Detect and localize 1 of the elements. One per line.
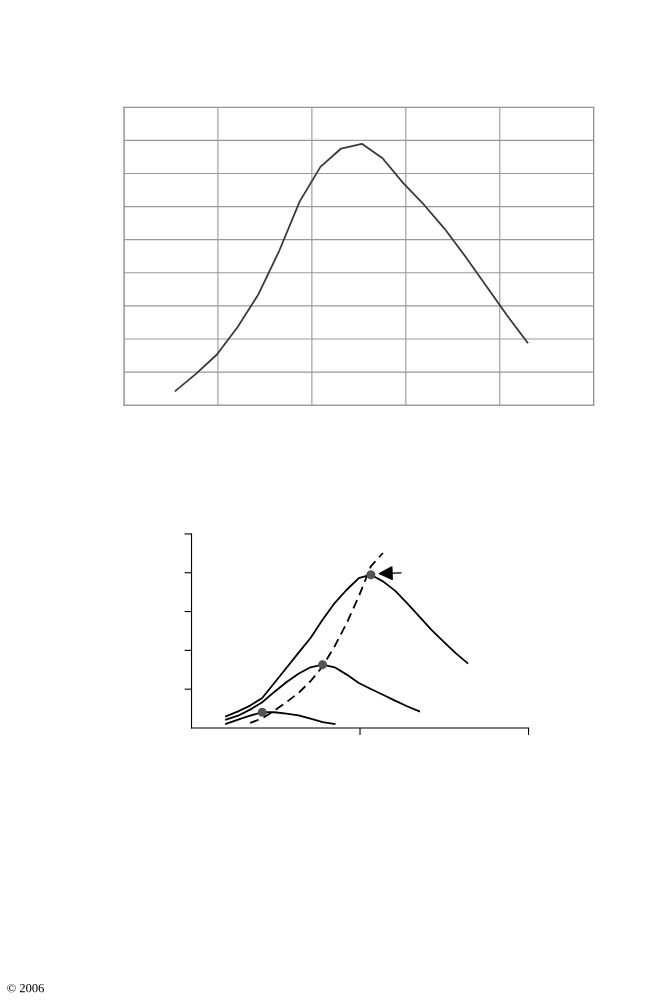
text: © 2006 bbox=[7, 983, 44, 993]
